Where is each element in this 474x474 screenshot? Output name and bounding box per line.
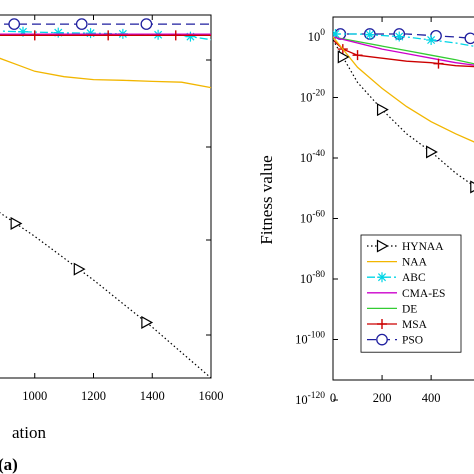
left-chart: 001000120014001600ation (0, 14, 224, 442)
x-tick-label: 1200 (81, 389, 106, 403)
left-series-pso-marker (140, 18, 153, 30)
left-series-msa-marker (170, 30, 181, 41)
right-series-pso-marker (464, 32, 474, 45)
right-series-naa-line (333, 36, 474, 143)
x-tick-label: 1000 (22, 389, 47, 403)
legend-label-naa: NAA (402, 257, 428, 269)
right-series-abc-marker (426, 35, 437, 46)
left-series-msa-marker (29, 30, 40, 41)
legend-label-pso: PSO (402, 335, 423, 347)
right-series-msa-marker (433, 58, 444, 69)
right-chart: 100 10-20 10-40 10-60 10-80 10-100 10-120 0 200 4… (257, 16, 474, 407)
right-series-abc-marker (364, 29, 375, 40)
left-series-pso-marker (75, 18, 88, 30)
y-tick-label: 100 (308, 28, 326, 44)
right-series-hynaa-marker (376, 103, 389, 117)
y-axis-label: Fitness value (257, 155, 276, 244)
left-series-pso-marker (8, 18, 21, 30)
legend-label-de: DE (402, 303, 417, 315)
left-series-abc-marker (53, 27, 64, 38)
left-series-abc-marker (18, 26, 28, 37)
right-series-abc-line (333, 33, 474, 47)
right-series-msa-marker (352, 50, 363, 61)
right-series-hynaa-marker (337, 50, 350, 64)
y-tick-label: 10-100 (295, 331, 325, 347)
series-group (333, 28, 474, 194)
plot-frame (0, 14, 212, 379)
legend-label-hynaa: HYNAA (402, 241, 444, 253)
y-tick-label: 10-120 (295, 391, 325, 407)
right-series-abc-marker (394, 31, 405, 42)
left-series-hynaa-marker (10, 216, 23, 230)
panel-label: (a) (0, 455, 18, 474)
y-tick-label: 10-40 (300, 149, 325, 165)
legend-marker-pso (376, 333, 388, 346)
left-series-msa-marker (103, 30, 114, 41)
right-series-hynaa-line (333, 39, 474, 187)
legend-label-abc: ABC (402, 272, 426, 284)
x-tick-label: 1400 (140, 389, 165, 403)
legend: HYNAA NAA ABC CMA-ES DE MSA PSO (360, 234, 462, 353)
left-series-abc-marker (85, 28, 96, 39)
legend-marker-abc (377, 272, 387, 283)
legend-label-msa: MSA (402, 319, 428, 331)
y-tick-label: 10-60 (300, 210, 325, 226)
right-series-cma-es-line (333, 36, 474, 66)
legend-marker-hynaa (376, 239, 389, 253)
x-tick-label: 1600 (199, 389, 224, 403)
y-tick-label: 10-20 (300, 89, 325, 105)
right-series-pso-line (333, 33, 474, 40)
legend-label-cma-es: CMA-ES (402, 288, 445, 300)
legend-box (360, 234, 462, 353)
left-series-hynaa-marker (141, 315, 154, 329)
right-series-hynaa-marker (470, 180, 474, 194)
left-series-hynaa-line (0, 212, 212, 379)
right-series-abc-marker (333, 28, 341, 39)
x-tick-label: 400 (422, 391, 441, 405)
left-series-hynaa-marker (73, 262, 86, 276)
x-axis-label: ation (12, 423, 46, 442)
right-series-msa-line (333, 39, 474, 68)
x-tick-label: 0 (330, 391, 336, 405)
left-series-naa-line (0, 57, 212, 89)
left-series-abc-marker (185, 31, 196, 42)
y-tick-label: 10-80 (300, 270, 325, 286)
right-series-de-line (333, 36, 474, 65)
right-series-hynaa-marker (426, 145, 438, 159)
x-tick-label: 200 (373, 391, 392, 405)
legend-marker-msa (377, 319, 387, 329)
